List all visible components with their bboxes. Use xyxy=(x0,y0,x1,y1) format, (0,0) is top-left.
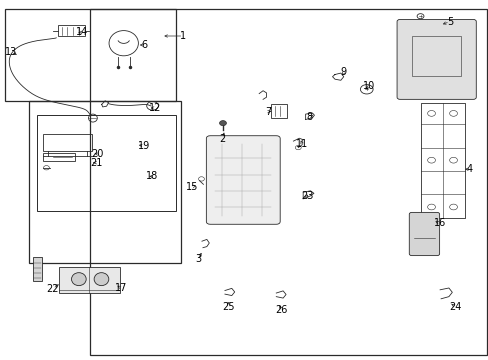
Circle shape xyxy=(219,121,226,126)
Text: 2: 2 xyxy=(219,134,225,144)
Text: 8: 8 xyxy=(306,112,312,122)
Text: 3: 3 xyxy=(195,254,201,264)
Text: 4: 4 xyxy=(466,164,471,174)
Text: 19: 19 xyxy=(138,141,150,151)
Text: 13: 13 xyxy=(4,47,17,57)
Text: 24: 24 xyxy=(448,302,461,312)
Text: 26: 26 xyxy=(274,305,287,315)
Text: 22: 22 xyxy=(46,284,59,294)
Text: 23: 23 xyxy=(300,191,313,201)
Text: 10: 10 xyxy=(362,81,375,91)
Text: 14: 14 xyxy=(76,27,88,37)
Text: 17: 17 xyxy=(115,283,127,293)
Polygon shape xyxy=(33,257,42,281)
Text: 7: 7 xyxy=(264,107,270,117)
Text: 9: 9 xyxy=(340,67,346,77)
FancyBboxPatch shape xyxy=(206,136,280,224)
Text: 12: 12 xyxy=(149,103,162,113)
FancyBboxPatch shape xyxy=(408,212,439,256)
Text: 11: 11 xyxy=(295,139,308,149)
Text: 15: 15 xyxy=(185,182,198,192)
Text: 21: 21 xyxy=(90,158,103,168)
Text: 20: 20 xyxy=(91,149,104,159)
Polygon shape xyxy=(59,267,120,293)
FancyBboxPatch shape xyxy=(396,19,475,99)
Text: 6: 6 xyxy=(141,40,147,50)
Ellipse shape xyxy=(94,273,108,285)
Ellipse shape xyxy=(71,273,86,285)
Text: 5: 5 xyxy=(446,17,452,27)
Text: 1: 1 xyxy=(180,31,186,41)
Text: 18: 18 xyxy=(145,171,158,181)
Bar xyxy=(270,104,286,118)
Text: 25: 25 xyxy=(222,302,235,312)
Text: 16: 16 xyxy=(433,218,446,228)
